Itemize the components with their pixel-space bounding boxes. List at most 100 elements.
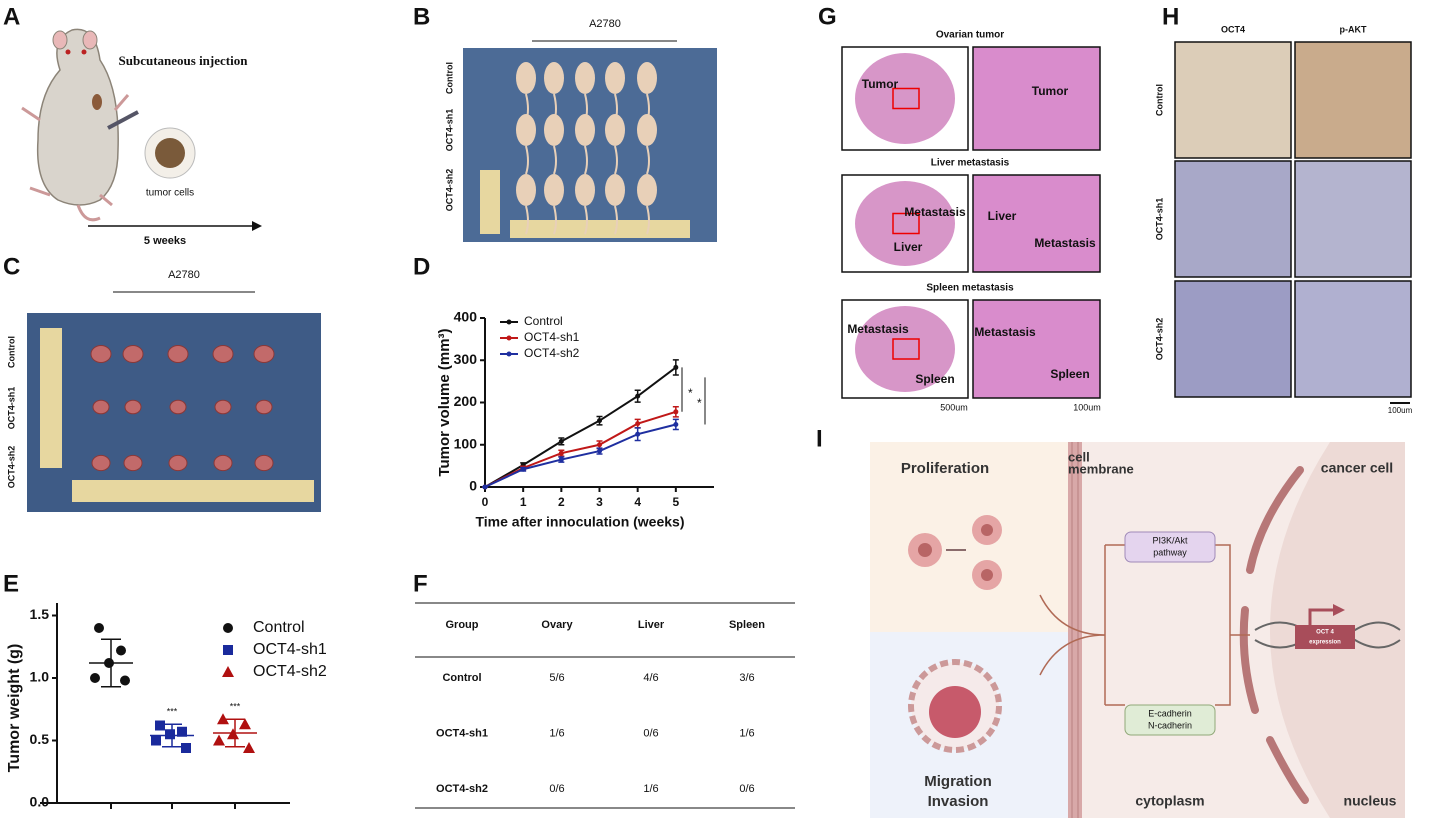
table-cell: 0/6 [549,783,564,795]
y-tick-label: 200 [454,393,478,409]
table-cell: 4/6 [643,672,658,684]
tumor [169,399,187,415]
point [223,623,233,633]
tumor [92,399,110,415]
point [217,713,229,725]
table-header: Spleen [729,619,765,631]
sd-bar [162,723,182,748]
row-label: OCT4-sh1 [6,387,16,430]
point [635,393,641,399]
ruler [40,328,62,468]
y-axis-label: Tumor volume (mm³) [436,328,453,476]
slide [972,46,1101,151]
point [151,735,161,746]
table-header: Liver [638,619,665,631]
table-cell: 1/6 [549,727,564,739]
annotation: *** [167,707,178,717]
point [482,484,488,490]
point [673,421,679,427]
slide [972,174,1101,273]
table-cell: Control [442,672,481,684]
label: Proliferation [901,460,989,477]
y-tick-label: 1.0 [30,669,50,685]
x-tick-label: 2 [558,495,565,509]
point [177,726,187,737]
legend-label: Control [524,314,563,328]
panel-label: A [3,3,20,30]
legend-label: OCT4-sh1 [253,641,327,658]
x-tick-label: 4 [634,495,641,509]
label: PI3K/Akt [1152,535,1188,545]
scale-label: 100um [1388,406,1413,415]
label: nucleus [1344,793,1397,809]
annotation: A2780 [589,18,621,30]
slide [972,299,1101,399]
y-tick-label: 0.0 [30,794,50,810]
tail [525,205,529,235]
tissue-label: Metastasis [1034,236,1096,250]
point [243,742,255,753]
tissue [855,181,955,266]
y-tick-label: 1.5 [30,606,50,622]
row-label: OCT4-sh2 [1154,318,1164,361]
mouse [575,114,595,146]
mouse [637,62,657,94]
legend-label: OCT4-sh2 [524,346,580,360]
mice [516,62,657,235]
mouse-illustration [21,28,196,222]
label: Invasion [928,793,989,810]
point [120,675,130,686]
ruler [72,480,314,502]
label: pathway [1153,547,1187,557]
panel-label: D [413,253,430,280]
legend-marker [506,319,512,325]
tail [614,145,618,175]
annotation: Subcutaneous injection [119,53,249,68]
annotation: A2780 [168,269,200,281]
tissue-label: Metastasis [847,322,909,336]
label: Migration [924,773,992,790]
label: cancer cell [1321,460,1393,476]
table-cell: OCT4-sh2 [436,783,488,795]
label: cell [1068,449,1090,464]
point [597,418,602,424]
tumor [212,345,234,363]
tumor [122,345,144,363]
annotation: *** [230,702,241,712]
tissue-label: Tumor [862,77,899,91]
tissue-label: Liver [988,209,1017,223]
row-label: Control [1154,84,1164,116]
row-label: OCT4-sh1 [1154,198,1164,241]
table-cell: 0/6 [643,727,658,739]
series-line [484,366,677,488]
pathway-diagram [870,442,1405,818]
point [239,718,251,730]
ihc-image [1294,280,1412,398]
point [520,466,526,472]
row-label: OCT4-sh2 [444,169,454,212]
tissue [855,306,955,392]
ihc-image [1174,160,1292,278]
point [673,364,679,370]
tissue-label: Spleen [1050,367,1089,381]
mouse [516,62,536,94]
table-cell: 0/6 [739,783,754,795]
mouse [605,174,625,206]
panel-label: B [413,3,430,30]
tumor [124,399,142,415]
tissue-label: Tumor [1032,84,1069,98]
series-line [484,423,677,488]
tumors [90,345,275,472]
sd-bar [225,718,245,748]
tumor [167,345,189,363]
tail [614,205,618,235]
section-title: Spleen metastasis [926,283,1014,294]
ihc: OCT4 p-AKT Control OCT4-sh1 OCT4-sh2 100um [1154,24,1412,415]
annotation: 5 weeks [144,235,186,247]
table-cell: 1/6 [643,783,658,795]
point [165,729,175,740]
mouse [605,62,625,94]
tumor [213,454,233,472]
column-label: OCT4 [1221,24,1245,34]
